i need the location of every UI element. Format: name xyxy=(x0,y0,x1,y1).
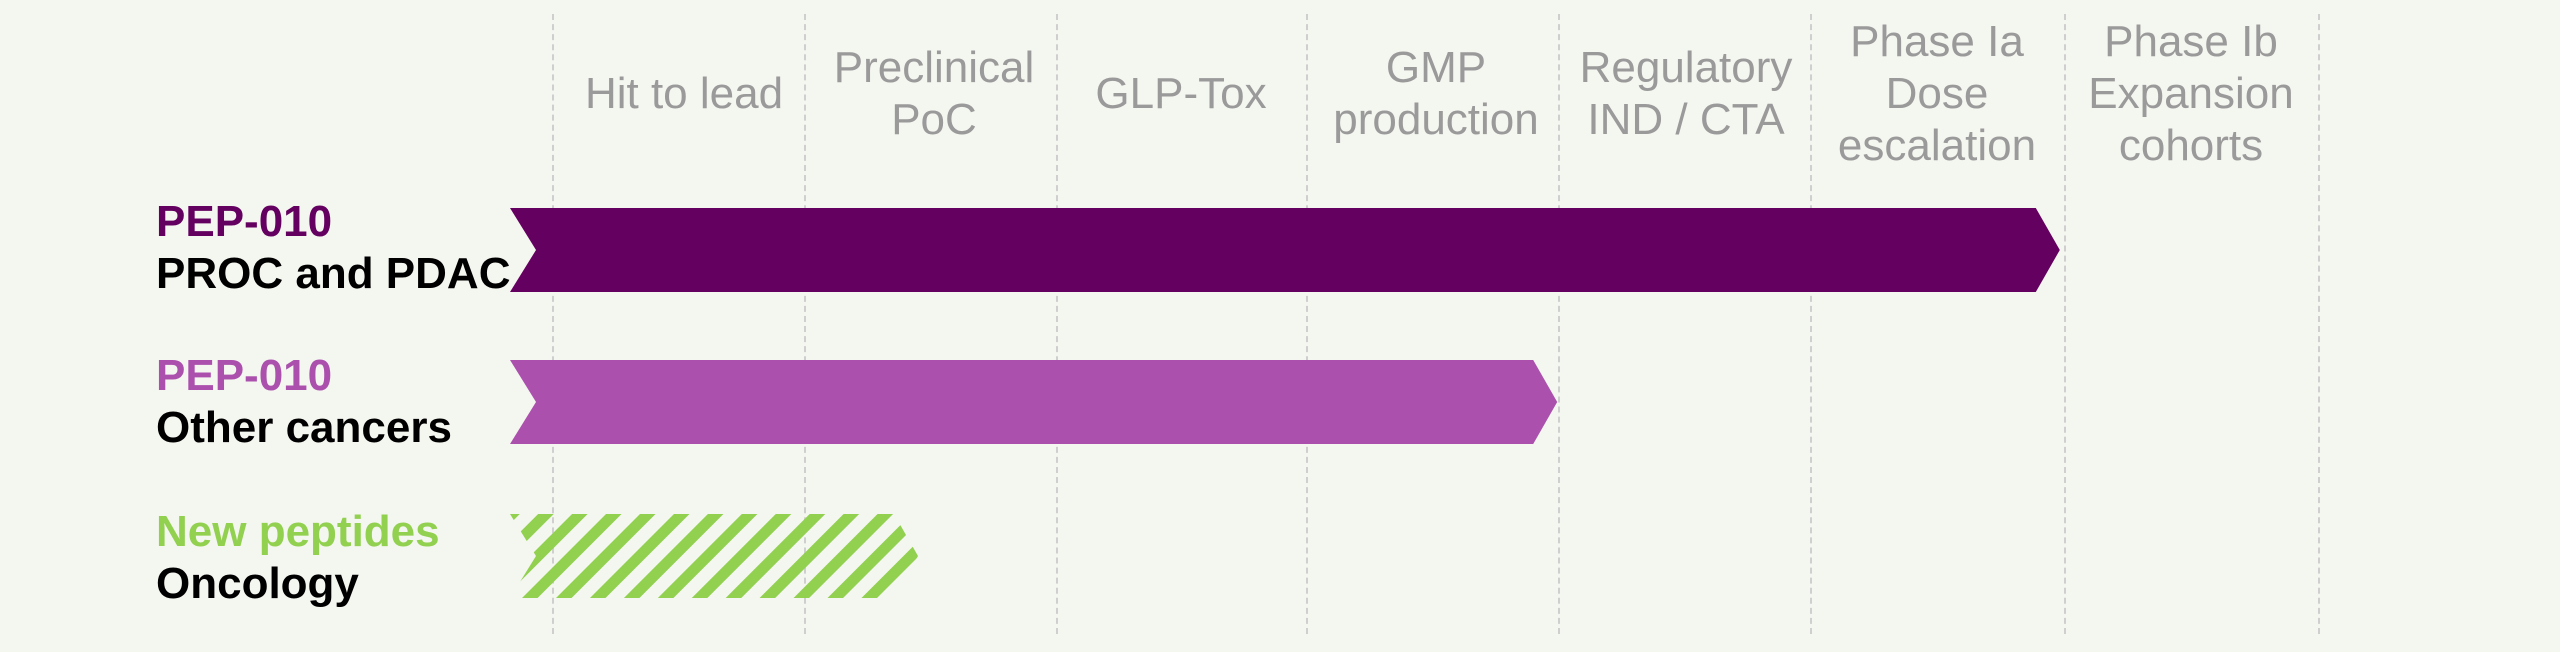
phase-divider xyxy=(1558,14,1560,634)
program-indication: PROC and PDAC xyxy=(156,249,511,298)
phase-header-phase-ib: Phase Ib Expansion cohorts xyxy=(2088,17,2294,170)
progress-arrow-pep010-other xyxy=(510,360,1558,444)
program-label-new-peptides: New peptides Oncology xyxy=(156,506,440,610)
phase-divider xyxy=(1306,14,1308,634)
phase-header-preclinical-poc: Preclinical PoC xyxy=(833,43,1035,144)
program-indication: Other cancers xyxy=(156,403,452,452)
program-label-pep010-other: PEP-010 Other cancers xyxy=(156,350,452,454)
phase-header-gmp-production: GMP production xyxy=(1333,43,1539,144)
phase-divider xyxy=(1810,14,1812,634)
progress-arrow-new-peptides xyxy=(510,514,918,598)
progress-arrow-pep010-proc xyxy=(510,208,2060,292)
phase-header-glp-tox: GLP-Tox xyxy=(1095,69,1267,118)
program-label-pep010-proc: PEP-010 PROC and PDAC xyxy=(156,196,510,300)
program-name: PEP-010 xyxy=(156,197,333,246)
phase-divider xyxy=(552,14,554,634)
program-name: PEP-010 xyxy=(156,351,333,400)
program-indication: Oncology xyxy=(156,559,359,608)
phase-header-regulatory: Regulatory IND / CTA xyxy=(1579,43,1793,144)
program-name: New peptides xyxy=(156,507,440,556)
phase-divider xyxy=(804,14,806,634)
phase-header-hit-to-lead: Hit to lead xyxy=(584,69,784,118)
phase-divider xyxy=(2064,14,2066,634)
phase-divider xyxy=(1056,14,1058,634)
phase-divider xyxy=(2318,14,2320,634)
phase-header-phase-ia: Phase Ia Dose escalation xyxy=(1837,17,2037,170)
